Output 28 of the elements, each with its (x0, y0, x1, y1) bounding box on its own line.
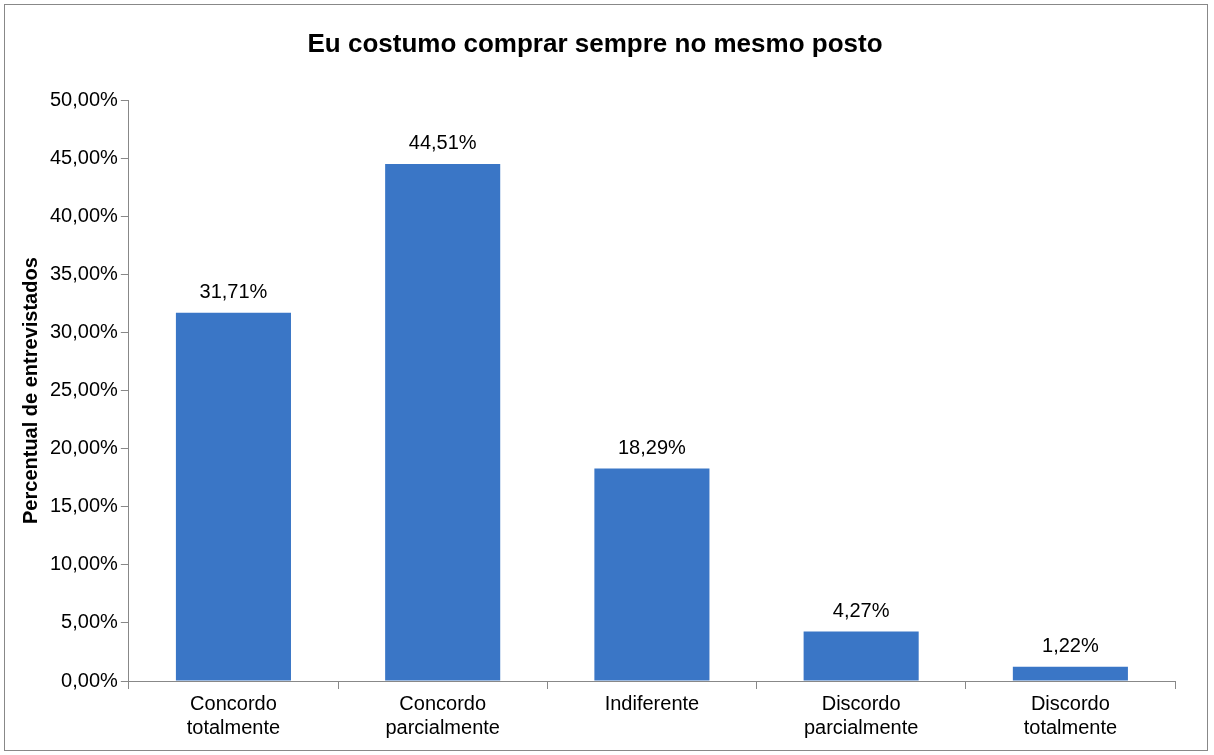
data-label: 31,71% (199, 280, 268, 303)
x-tick-label: Indiferente (604, 691, 700, 714)
y-tick-label: 45,00% (49, 145, 119, 168)
y-tick-label: 15,00% (49, 494, 119, 517)
bar (385, 163, 501, 681)
x-tick-label: Discordo totalmente (1023, 691, 1118, 738)
data-label: 1,22% (1042, 634, 1099, 657)
y-tick-label: 30,00% (49, 320, 119, 343)
x-tick-label: Concordo parcialmente (385, 691, 500, 738)
data-label: 18,29% (617, 436, 687, 459)
y-tick-label: 5,00% (61, 610, 119, 633)
y-tick-label: 10,00% (49, 552, 119, 575)
data-label: 44,51% (408, 131, 477, 154)
y-tick-label: 35,00% (49, 261, 119, 284)
bar (803, 631, 919, 681)
bar (594, 468, 710, 681)
bar (175, 312, 291, 681)
x-tick-label: Discordo parcialmente (803, 691, 919, 738)
y-tick-label: 0,00% (61, 668, 119, 691)
bar (1012, 666, 1128, 681)
data-label: 4,27% (832, 598, 890, 621)
x-tick-label: Concordo totalmente (186, 691, 281, 738)
y-tick-label: 50,00% (49, 87, 119, 110)
y-tick-label: 40,00% (49, 203, 119, 226)
y-axis-title: Percentual de entrevistados (18, 257, 41, 524)
y-tick-label: 25,00% (49, 378, 119, 401)
chart-title: Eu costumo comprar sempre no mesmo posto (307, 27, 883, 58)
y-tick-label: 20,00% (49, 436, 119, 459)
